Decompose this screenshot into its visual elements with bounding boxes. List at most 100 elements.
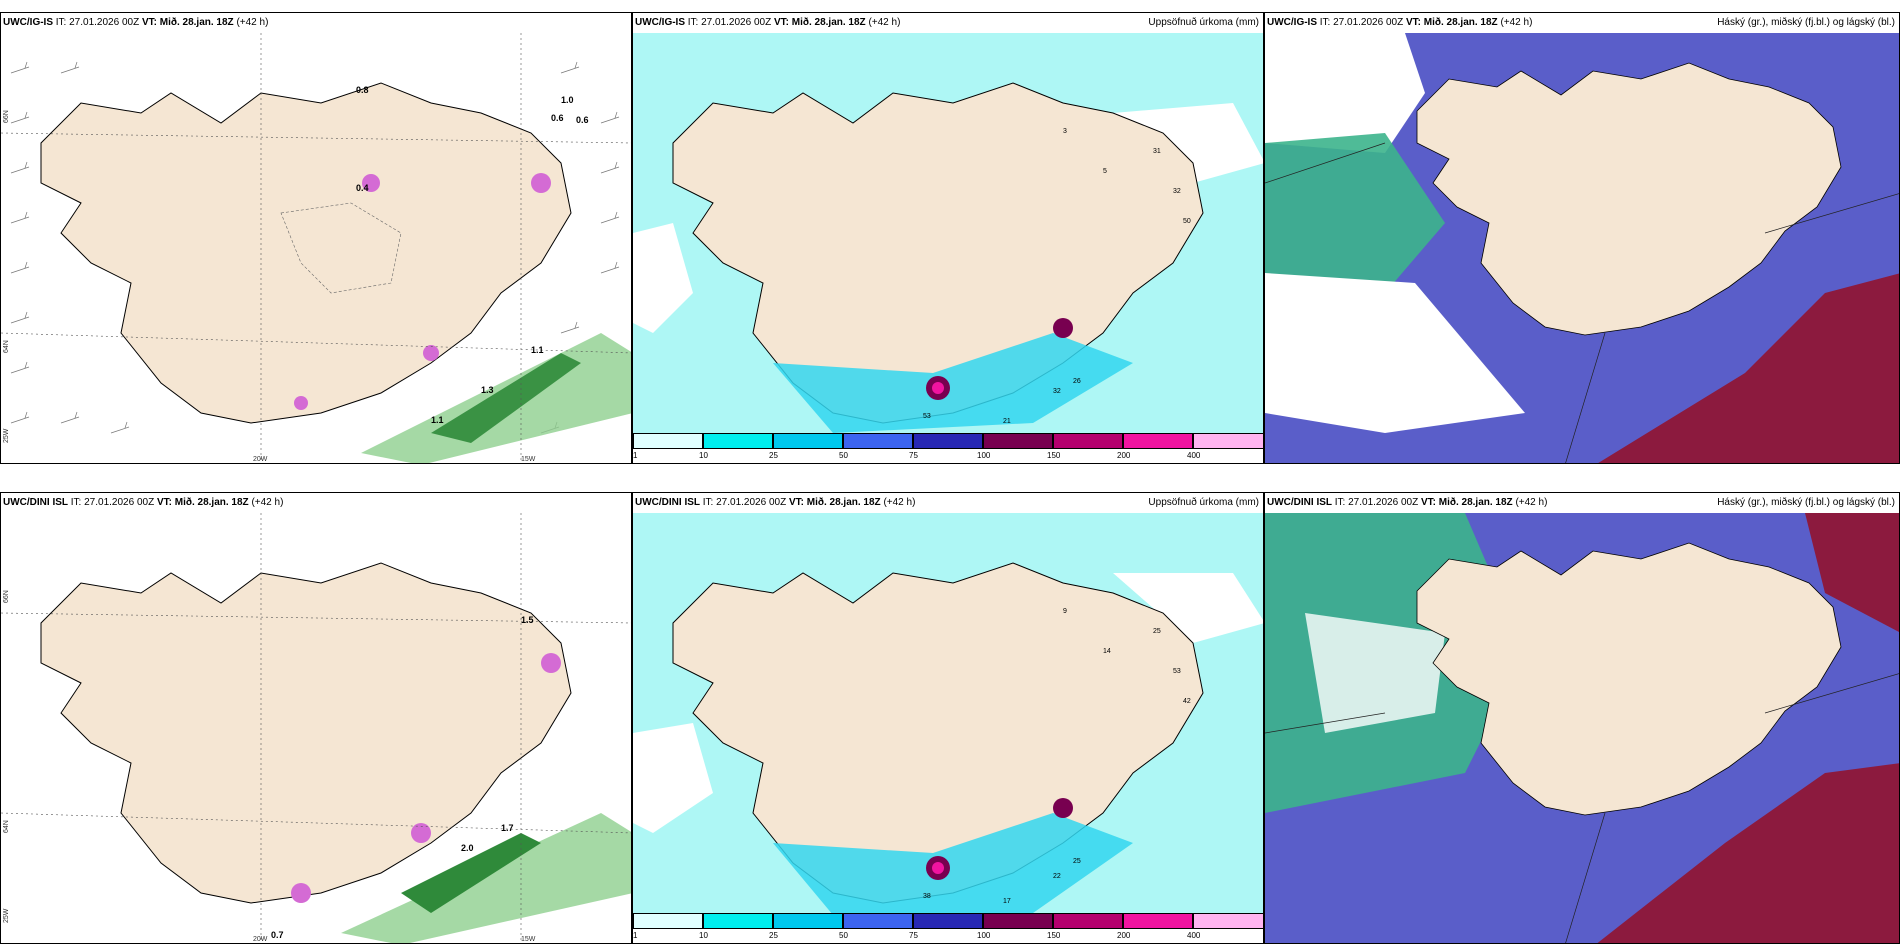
precip-value: 17 <box>1003 898 1011 905</box>
precip-value: 32 <box>1173 188 1181 195</box>
colorbar-tick: 10 <box>699 451 708 460</box>
lead-time: (+42 h) <box>1515 497 1548 508</box>
colorbar: 1 10 25 50 75 100 150 200 400 <box>633 433 1263 463</box>
valid-time: Mið. 28.jan. 18Z <box>791 17 866 28</box>
iceland-land <box>1416 62 1842 336</box>
lat-label: 25W <box>3 428 10 443</box>
colorbar-tick: 50 <box>839 451 848 460</box>
precip-value: 14 <box>1103 648 1111 655</box>
lead-time: (+42 h) <box>883 497 916 508</box>
vt-label: VT: <box>156 497 172 508</box>
field-title: Háský (gr.), miðský (fj.bl.) og lágský (… <box>1717 17 1895 28</box>
precip-value: 3 <box>1063 128 1067 135</box>
vt-label: VT: <box>788 497 804 508</box>
wind-value: 0.4 <box>356 183 369 193</box>
panel-precip-ig: UWC/IG-IS IT: 27.01.2026 00Z VT: Mið. 28… <box>632 12 1264 464</box>
wind-value: 1.0 <box>561 95 574 105</box>
lat-label: 66N <box>3 110 10 123</box>
lon-label: 20W <box>253 936 268 943</box>
iceland-land <box>672 562 1204 904</box>
colorbar-tick: 25 <box>769 451 778 460</box>
colorbar-tick: 400 <box>1187 931 1201 940</box>
init-time: IT: 27.01.2026 00Z <box>1319 17 1404 28</box>
valid-time: Mið. 28.jan. 18Z <box>159 17 234 28</box>
map-precip[interactable]: 3 5 31 32 50 26 32 53 21 <box>633 33 1264 435</box>
lon-label: 20W <box>253 456 268 463</box>
colorbar-tick: 50 <box>839 931 848 940</box>
colorbar-tick: 100 <box>977 931 991 940</box>
map-wind[interactable]: 1.5 1.7 2.0 0.7 <box>1 513 632 944</box>
model-name: UWC/DINI ISL <box>1267 497 1332 508</box>
iceland-land <box>672 82 1204 424</box>
field-title: Háský (gr.), miðský (fj.bl.) og lágský (… <box>1717 497 1895 508</box>
colorbar-tick: 100 <box>977 451 991 460</box>
lat-label: 64N <box>3 820 10 833</box>
lat-label: 25W <box>3 908 10 923</box>
panel-header: UWC/DINI ISL IT: 27.01.2026 00Z VT: Mið.… <box>633 493 1263 513</box>
model-name: UWC/DINI ISL <box>635 497 700 508</box>
vt-label: VT: <box>1405 17 1421 28</box>
colorbar-tick: 200 <box>1117 931 1131 940</box>
iceland-land <box>40 82 572 424</box>
precip-value: 38 <box>923 893 931 900</box>
precip-value: 53 <box>1173 668 1181 675</box>
wind-value: 0.6 <box>551 113 564 123</box>
init-time: IT: 27.01.2026 00Z <box>1334 497 1419 508</box>
map-clouds[interactable] <box>1265 513 1900 944</box>
panel-header: UWC/DINI ISL IT: 27.01.2026 00Z VT: Mið.… <box>1265 493 1899 513</box>
iceland-land <box>1416 542 1842 816</box>
init-time: IT: 27.01.2026 00Z <box>70 497 155 508</box>
iceland-land <box>40 562 572 904</box>
panel-clouds-dini: UWC/DINI ISL IT: 27.01.2026 00Z VT: Mið.… <box>1264 492 1900 944</box>
colorbar-tick: 25 <box>769 931 778 940</box>
lead-time: (+42 h) <box>236 17 269 28</box>
precip-value: 21 <box>1003 418 1011 425</box>
lat-label: 64N <box>3 340 10 353</box>
panel-header: UWC/IG-IS IT: 27.01.2026 00Z VT: Mið. 28… <box>1 13 631 33</box>
panel-clouds-ig: UWC/IG-IS IT: 27.01.2026 00Z VT: Mið. 28… <box>1264 12 1900 464</box>
lat-label: 66N <box>3 590 10 603</box>
colorbar-tick: 200 <box>1117 451 1131 460</box>
precip-value: 42 <box>1183 698 1191 705</box>
precip-value: 22 <box>1053 873 1061 880</box>
colorbar-tick: 400 <box>1187 451 1201 460</box>
vt-label: VT: <box>1420 497 1436 508</box>
panel-wind-ig: UWC/IG-IS IT: 27.01.2026 00Z VT: Mið. 28… <box>0 12 632 464</box>
wind-value: 1.1 <box>431 415 444 425</box>
colorbar-tick: 1 <box>633 931 638 940</box>
lon-label: 15W <box>521 936 536 943</box>
precip-value: 25 <box>1073 858 1081 865</box>
precip-value: 25 <box>1153 628 1161 635</box>
lead-time: (+42 h) <box>251 497 284 508</box>
valid-time: Mið. 28.jan. 18Z <box>806 497 881 508</box>
precip-value: 31 <box>1153 148 1161 155</box>
valid-time: Mið. 28.jan. 18Z <box>174 497 249 508</box>
wind-value: 1.3 <box>481 385 494 395</box>
model-name: UWC/IG-IS <box>3 17 53 28</box>
model-name: UWC/DINI ISL <box>3 497 68 508</box>
map-wind[interactable]: 0.8 1.0 0.6 0.6 0.4 1.1 1.3 1.1 <box>1 33 632 464</box>
field-title: Uppsöfnuð úrkoma (mm) <box>1148 17 1259 28</box>
map-precip[interactable]: 9 14 25 53 42 25 22 38 17 <box>633 513 1264 915</box>
vt-label: VT: <box>773 17 789 28</box>
field-title: Uppsöfnuð úrkoma (mm) <box>1148 497 1259 508</box>
wind-value: 1.1 <box>531 345 544 355</box>
wind-barbs <box>10 61 620 434</box>
panel-header: UWC/IG-IS IT: 27.01.2026 00Z VT: Mið. 28… <box>1265 13 1899 33</box>
wind-value: 0.8 <box>356 85 369 95</box>
init-time: IT: 27.01.2026 00Z <box>55 17 140 28</box>
wind-value: 2.0 <box>461 843 474 853</box>
precip-value: 5 <box>1103 168 1107 175</box>
wind-value: 1.5 <box>521 615 534 625</box>
colorbar-tick: 10 <box>699 931 708 940</box>
precip-value: 53 <box>923 413 931 420</box>
colorbar-tick: 75 <box>909 931 918 940</box>
valid-time: Mið. 28.jan. 18Z <box>1438 497 1513 508</box>
colorbar: 1 10 25 50 75 100 150 200 400 <box>633 913 1263 943</box>
precip-value: 50 <box>1183 218 1191 225</box>
map-clouds[interactable] <box>1265 33 1900 464</box>
precip-value: 26 <box>1073 378 1081 385</box>
init-time: IT: 27.01.2026 00Z <box>687 17 772 28</box>
panel-header: UWC/IG-IS IT: 27.01.2026 00Z VT: Mið. 28… <box>633 13 1263 33</box>
panel-wind-dini: UWC/DINI ISL IT: 27.01.2026 00Z VT: Mið.… <box>0 492 632 944</box>
